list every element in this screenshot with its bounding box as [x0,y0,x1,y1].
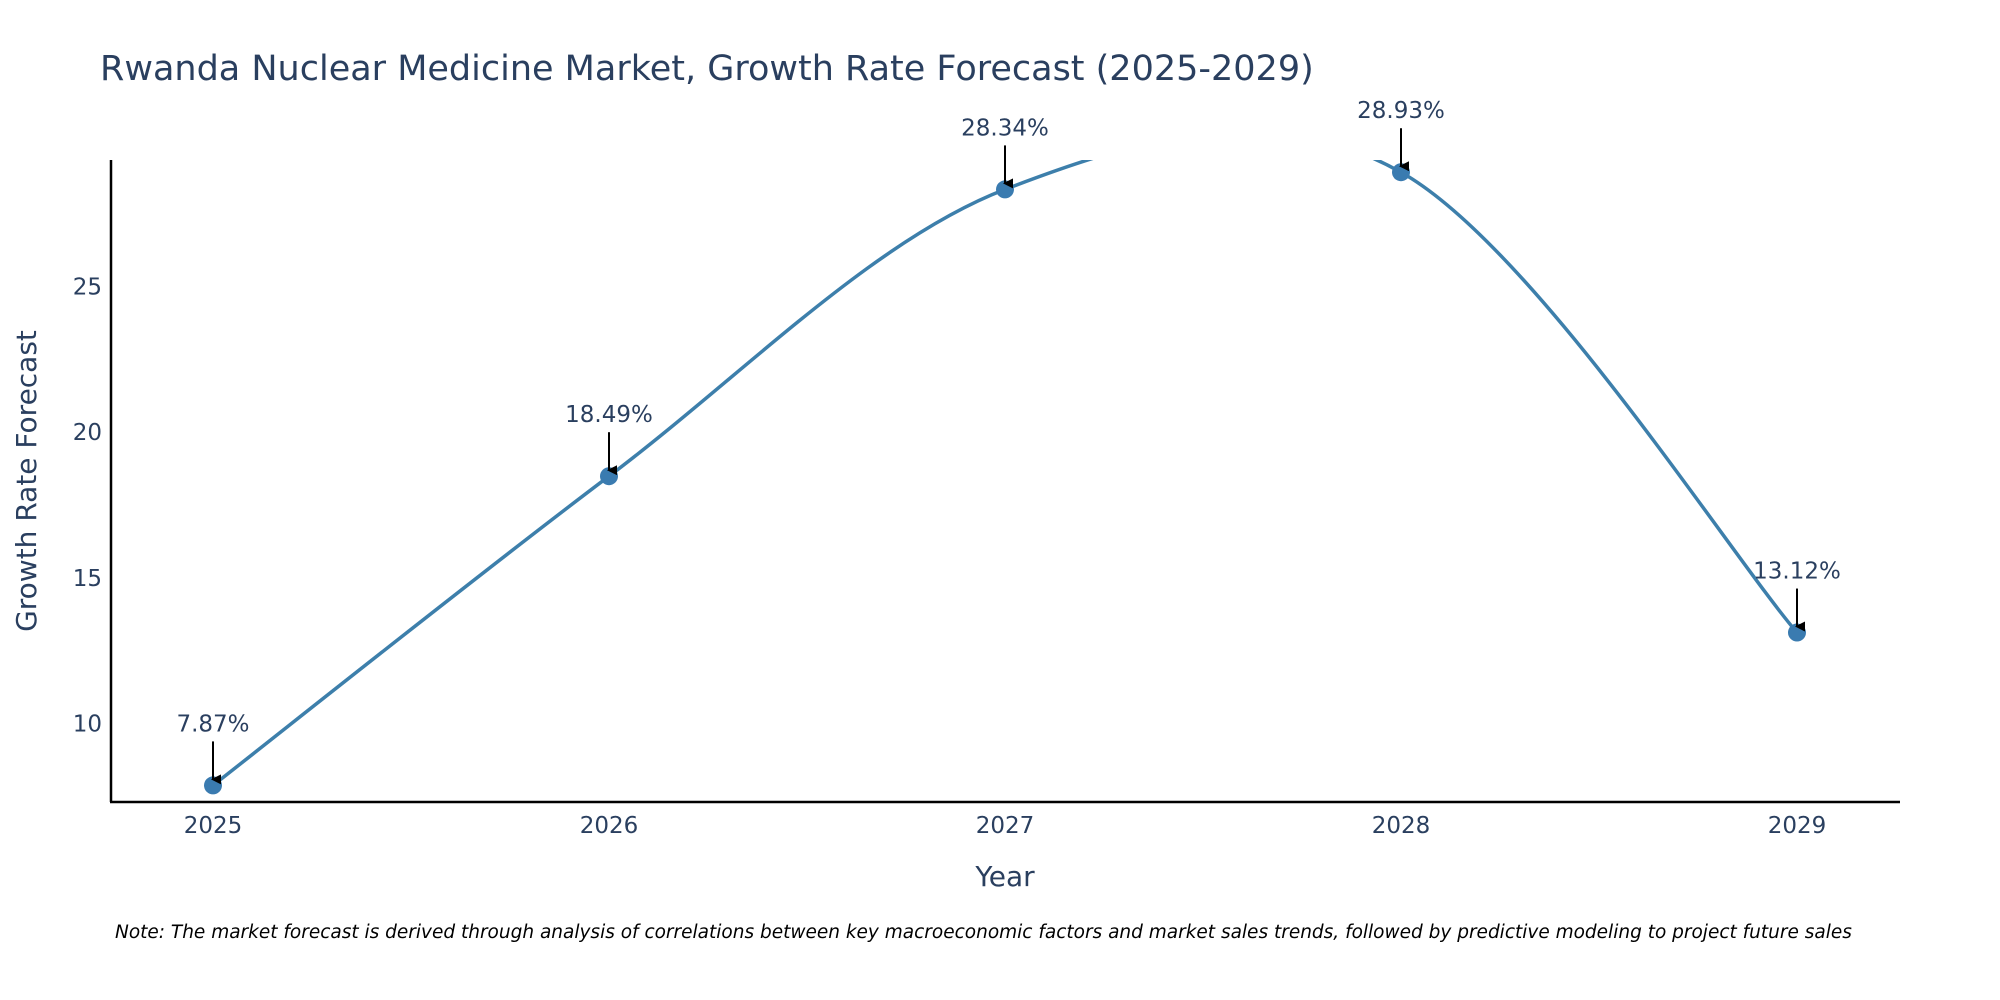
y-tick-label: 25 [73,275,102,301]
y-axis-title: Growth Rate Forecast [10,330,43,632]
x-tick-label: 2028 [1372,813,1431,839]
chart-title: Rwanda Nuclear Medicine Market, Growth R… [100,49,1314,89]
y-tick-label: 20 [73,420,102,446]
data-label: 28.34% [961,115,1049,141]
x-tick-label: 2027 [976,813,1035,839]
y-tick-label: 10 [73,711,102,737]
x-axis-title: Year [974,860,1035,893]
data-label: 18.49% [565,402,653,428]
series-line [211,160,1799,787]
x-tick-label: 2026 [580,813,639,839]
footnote: Note: The market forecast is derived thr… [115,922,1852,943]
data-label: 28.93% [1357,98,1445,124]
x-axis-ticks: 2025 2026 2027 2028 2029 [184,813,1827,839]
data-label: 7.87% [176,711,249,737]
data-label: 13.12% [1753,559,1841,585]
y-tick-label: 15 [73,566,102,592]
series-markers [204,163,1806,795]
x-tick-label: 2025 [184,813,243,839]
y-axis-ticks: 10 15 20 25 [73,275,102,738]
x-tick-label: 2029 [1768,813,1827,839]
data-annotations: 7.87% 18.49% 28.34% 28.93% 13.12% [176,98,1841,785]
